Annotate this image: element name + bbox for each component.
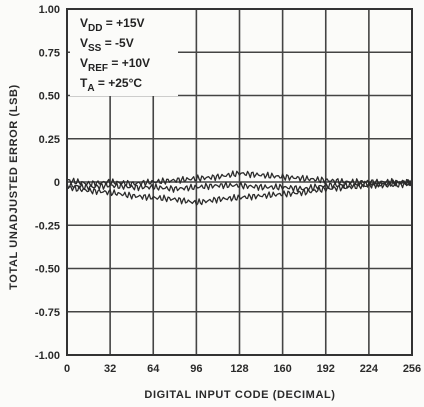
- y-tick-label: 0.25: [39, 134, 60, 146]
- condition-text: VSS = -5V: [80, 36, 134, 54]
- y-tick-label: -1.00: [35, 350, 60, 362]
- condition-text: VDD = +15V: [80, 16, 145, 34]
- tick-labels: 0 32 64 96 128 160 192 224 2561.000.750.500.250-…: [35, 4, 421, 375]
- x-tick-label: 64: [147, 363, 160, 375]
- y-tick-label: 0.75: [39, 47, 60, 59]
- conditions-legend: VDD = +15V VSS = -5V VREF = +10V TA = +25°C: [80, 16, 150, 94]
- y-tick-label: -0.75: [35, 307, 60, 319]
- x-tick-label: 96: [190, 363, 202, 375]
- x-tick-label: 128: [230, 363, 248, 375]
- plot-frame: [66, 8, 413, 356]
- y-tick-label: -0.50: [35, 264, 60, 276]
- x-tick-label: 160: [273, 363, 291, 375]
- x-tick-label: 224: [360, 363, 379, 375]
- y-tick-label: 1.00: [39, 4, 60, 16]
- y-tick-label: -0.25: [35, 220, 60, 232]
- x-tick-label: 0: [64, 363, 70, 375]
- y-axis-label: TOTAL UNADJUSTED ERROR (LSB): [8, 84, 20, 290]
- x-axis-label: DIGITAL INPUT CODE (DECIMAL): [144, 389, 335, 401]
- data-series-line: [66, 179, 413, 206]
- x-tick-label: 192: [317, 363, 335, 375]
- conditions-box: [70, 10, 178, 96]
- y-tick-label: 0.50: [39, 91, 60, 103]
- x-tick-label: 256: [403, 363, 421, 375]
- x-tick-label: 32: [104, 363, 116, 375]
- condition-text: TA = +25°C: [80, 76, 142, 94]
- y-tick-label: 0: [54, 177, 60, 189]
- condition-text: VREF = +10V: [80, 56, 150, 74]
- data-traces: [66, 170, 413, 206]
